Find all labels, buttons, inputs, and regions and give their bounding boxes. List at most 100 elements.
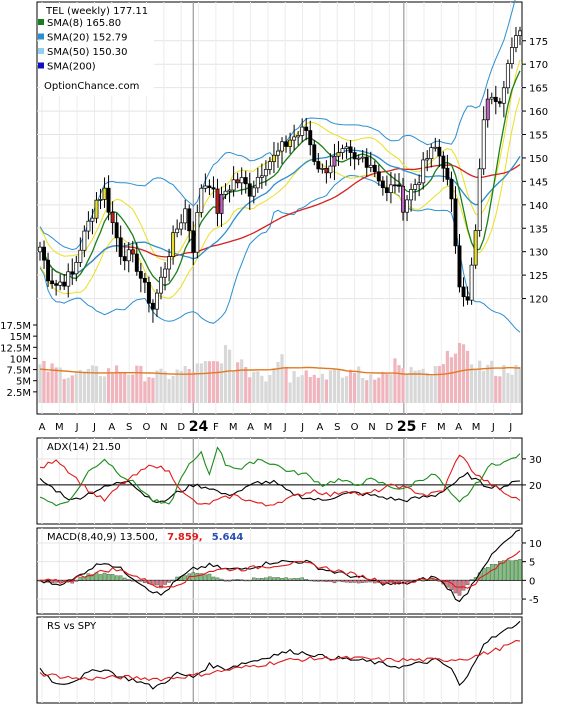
macd-histogram-bar: [243, 579, 248, 582]
volume-bar: [211, 361, 216, 403]
volume-bar: [429, 375, 433, 403]
macd-histogram-bar: [231, 579, 236, 581]
candle-body: [457, 245, 462, 288]
volume-bar: [510, 374, 514, 403]
candle-body: [167, 256, 172, 270]
candle-body: [437, 146, 442, 157]
macd-histogram-bar: [268, 576, 272, 581]
candle-body: [316, 161, 321, 170]
volume-bar: [94, 366, 99, 403]
macd-histogram-bar: [276, 577, 280, 581]
candle-body: [159, 276, 163, 294]
volume-bar: [163, 371, 167, 403]
macd-histogram-bar: [393, 580, 397, 583]
macd-histogram-bar: [465, 580, 470, 586]
volume-bar: [248, 377, 252, 403]
macd-histogram-bar: [143, 580, 147, 583]
candle-body: [401, 185, 405, 213]
sma8-line: [39, 70, 521, 287]
candle-body: [352, 152, 357, 160]
volume-bar: [357, 366, 361, 403]
volume-bar: [252, 371, 256, 403]
month-label: D: [385, 422, 393, 433]
volume-bar: [98, 376, 103, 403]
candle-body: [58, 281, 63, 286]
volume-bar: [123, 371, 127, 403]
price-tick-label: 145: [529, 177, 548, 188]
volume-bar: [223, 345, 228, 403]
volume-bar: [58, 367, 62, 403]
volume-bar: [413, 370, 417, 403]
volume-bar: [127, 374, 131, 403]
volume-bar: [332, 368, 337, 403]
legend-label: SMA(200): [47, 62, 96, 73]
macd-histogram-bar: [469, 579, 474, 581]
volume-bar: [219, 363, 224, 403]
macd-histogram-bar: [272, 577, 276, 581]
candle-body: [441, 155, 446, 169]
volume-bar: [74, 373, 78, 403]
macd-histogram-bar: [211, 576, 216, 581]
candle-body: [243, 177, 248, 185]
macd-histogram-bar: [159, 580, 163, 589]
volume-bar: [506, 373, 510, 403]
macd-histogram-bar: [203, 574, 208, 581]
volume-bar: [38, 364, 42, 403]
candle-body: [372, 164, 377, 173]
candle-body: [453, 198, 458, 247]
volume-bar: [232, 371, 236, 403]
panel-tick-label: 5: [529, 558, 535, 569]
candle-body: [74, 262, 79, 275]
candle-body: [489, 96, 494, 100]
macd-histogram-bar: [336, 580, 341, 582]
candle-body: [54, 283, 59, 286]
macd-histogram-bar: [409, 580, 413, 582]
price-tick-label: 175: [529, 37, 548, 48]
macd-histogram-bar: [247, 579, 252, 582]
volume-bar: [441, 364, 445, 403]
volume-bar: [308, 377, 312, 403]
volume-bar: [288, 382, 292, 403]
macd-histogram-bar: [284, 577, 288, 581]
macd-histogram-bar: [122, 577, 127, 581]
volume-bar: [66, 377, 70, 403]
volume-bar: [244, 367, 248, 403]
month-label: M: [472, 422, 481, 433]
candle-body: [187, 208, 192, 232]
volume-bar: [207, 361, 212, 403]
candle-body: [433, 146, 438, 149]
volume-bar: [276, 361, 280, 403]
macd-histogram-bar: [449, 580, 454, 590]
volume-bar: [461, 344, 466, 403]
month-label: J: [491, 422, 495, 433]
adx-lines: [39, 446, 521, 507]
candle-body: [102, 187, 107, 200]
candle-body: [70, 271, 75, 275]
candle-body: [130, 249, 135, 255]
panel-tick-label: 0: [529, 576, 535, 587]
candle-body: [332, 155, 337, 167]
volume-bar: [494, 375, 498, 403]
volume-tick-label: 15M: [10, 332, 31, 343]
macd-histogram-bar: [74, 580, 79, 582]
volume-bar: [175, 369, 179, 403]
month-label: A: [247, 422, 254, 433]
candle-body: [296, 135, 301, 138]
candle-body: [380, 180, 385, 189]
volume-bar: [369, 374, 373, 403]
price-tick-label: 150: [529, 154, 548, 165]
macd-histogram-bar: [489, 564, 494, 581]
volume-bar: [54, 367, 58, 403]
candle-body: [134, 253, 139, 272]
macd-histogram-bar: [280, 578, 284, 581]
candle-body: [150, 302, 155, 310]
candle-body: [155, 292, 159, 310]
watermark: OptionChance.com: [44, 81, 139, 92]
macd-histogram-bar: [106, 574, 111, 581]
macd-histogram-bar: [510, 560, 514, 581]
month-label: J: [508, 422, 512, 433]
candle-body: [397, 184, 401, 187]
candle-body: [320, 168, 325, 170]
candle-body: [203, 185, 208, 189]
macd-histogram-bar: [118, 575, 123, 581]
